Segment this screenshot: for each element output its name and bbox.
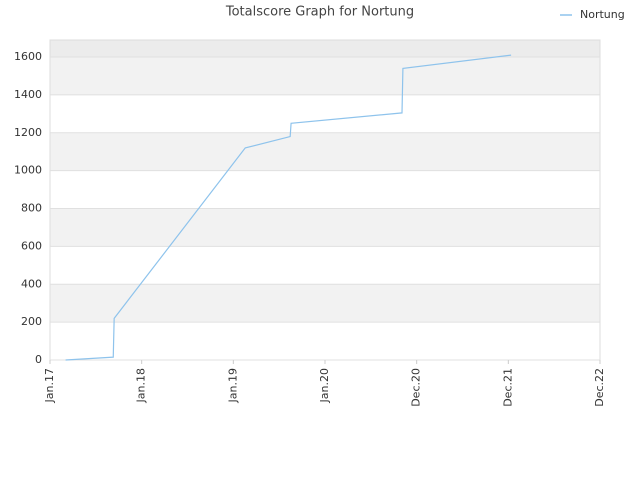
x-tick-label: Dec.20 [410, 368, 423, 407]
y-tick-label: 400 [21, 277, 42, 290]
x-tick-label: Dec.21 [501, 368, 514, 407]
grid-band [50, 208, 600, 247]
y-tick-label: 1400 [14, 88, 42, 101]
grid-band [50, 170, 600, 209]
x-tick-label: Jan.20 [318, 368, 331, 403]
y-tick-label: 1600 [14, 50, 42, 63]
x-tick-label: Jan.18 [135, 368, 148, 403]
grid-band [50, 246, 600, 285]
y-tick-label: 200 [21, 315, 42, 328]
x-tick-label: Jan.17 [43, 368, 56, 403]
x-tick-label: Dec.22 [593, 368, 606, 407]
y-tick-label: 600 [21, 239, 42, 252]
grid-band [50, 284, 600, 323]
grid-band [50, 132, 600, 171]
grid-band [50, 57, 600, 95]
y-tick-label: 1000 [14, 164, 42, 177]
y-tick-label: 0 [35, 353, 42, 366]
grid-band [50, 322, 600, 360]
x-tick-label: Jan.19 [226, 368, 239, 403]
legend-label: Nortung [580, 8, 625, 21]
data-line [65, 54, 512, 361]
grid-band [50, 94, 600, 133]
chart-title: Totalscore Graph for Nortung [225, 5, 414, 20]
y-tick-label: 1200 [14, 126, 42, 139]
y-tick-label: 800 [21, 202, 42, 215]
grid-band [50, 40, 600, 58]
